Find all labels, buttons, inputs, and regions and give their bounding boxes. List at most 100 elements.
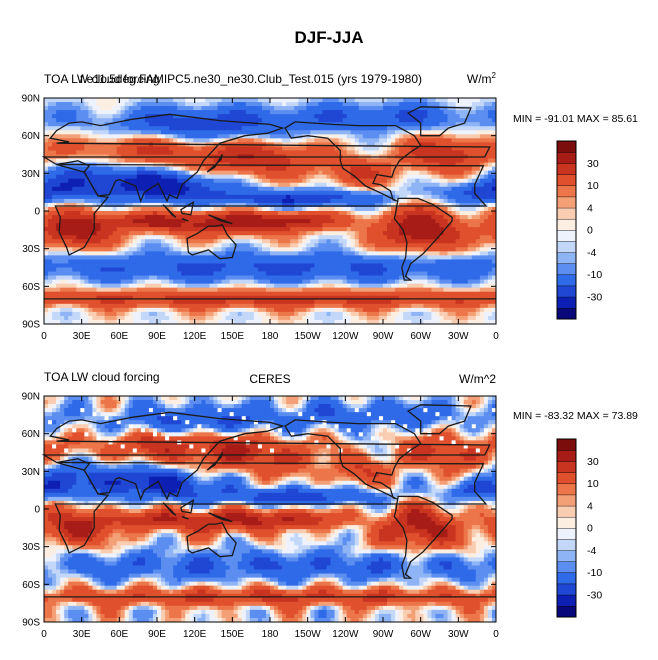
field-cell xyxy=(338,182,344,188)
field-cell xyxy=(152,206,158,212)
field-cell xyxy=(467,194,473,200)
field-cell xyxy=(261,186,267,192)
field-cell xyxy=(491,219,497,224)
field-cell xyxy=(152,130,158,135)
field-cell xyxy=(451,158,457,163)
field-cell xyxy=(463,178,469,184)
field-cell xyxy=(483,190,489,196)
field-cell xyxy=(265,190,271,196)
field-cell xyxy=(354,194,360,200)
field-cell xyxy=(233,255,239,260)
field-cell xyxy=(261,106,267,111)
field-cell xyxy=(88,102,93,107)
field-cell xyxy=(455,215,461,220)
field-cell xyxy=(459,162,465,168)
field-cell xyxy=(326,259,331,264)
field-cell xyxy=(229,198,235,204)
field-cell xyxy=(415,198,420,204)
field-cell xyxy=(286,202,291,208)
field-cell xyxy=(169,138,174,143)
field-cell xyxy=(148,211,154,216)
field-cell xyxy=(92,158,97,163)
field-cell xyxy=(278,275,283,281)
field-cell xyxy=(443,267,448,272)
field-cell xyxy=(387,223,392,228)
field-cell xyxy=(383,166,388,172)
field-cell xyxy=(201,247,206,252)
field-cell xyxy=(366,182,372,188)
field-cell xyxy=(80,110,85,115)
field-cell xyxy=(431,182,436,188)
field-cell xyxy=(72,126,77,131)
field-cell xyxy=(80,170,85,176)
field-cell xyxy=(124,142,130,147)
field-cell xyxy=(399,202,404,208)
field-cell xyxy=(310,122,315,127)
field-cell xyxy=(326,142,331,147)
field-cell xyxy=(84,126,89,131)
field-cell xyxy=(318,142,323,147)
field-cell xyxy=(120,138,126,143)
field-cell xyxy=(237,243,243,248)
field-cell xyxy=(249,271,255,276)
field-cell xyxy=(241,110,247,115)
field-cell xyxy=(157,231,162,236)
field-cell xyxy=(318,255,323,260)
field-cell xyxy=(152,223,158,228)
field-cell xyxy=(387,110,392,115)
field-cell xyxy=(391,178,396,184)
field-cell xyxy=(76,118,81,123)
field-cell xyxy=(334,227,340,232)
field-cell xyxy=(326,206,331,212)
field-cell xyxy=(314,219,319,224)
field-cell xyxy=(213,170,218,176)
field-cell xyxy=(128,118,134,123)
field-cell xyxy=(358,174,364,180)
field-cell xyxy=(257,186,263,192)
field-cell xyxy=(84,231,89,236)
field-cell xyxy=(217,247,222,252)
field-cell xyxy=(165,110,170,115)
field-cell xyxy=(451,138,457,143)
field-cell xyxy=(185,251,190,256)
field-cell xyxy=(185,182,190,188)
field-cell xyxy=(253,178,259,184)
field-cell xyxy=(72,130,77,135)
field-cell xyxy=(314,114,319,119)
field-cell xyxy=(84,150,89,155)
field-cell xyxy=(52,267,57,272)
field-cell xyxy=(265,102,271,107)
field-cell xyxy=(274,271,279,276)
field-cell xyxy=(189,243,194,248)
field-cell xyxy=(80,194,85,200)
field-cell xyxy=(334,178,340,184)
field-cell xyxy=(84,146,89,151)
field-cell xyxy=(205,223,210,228)
field-cell xyxy=(128,194,134,200)
field-cell xyxy=(185,130,190,135)
field-cell xyxy=(411,198,416,204)
field-cell xyxy=(423,271,428,276)
field-cell xyxy=(419,211,424,216)
field-cell xyxy=(290,126,295,131)
field-cell xyxy=(261,239,267,244)
field-cell xyxy=(237,130,243,135)
field-cell xyxy=(56,263,61,268)
field-cell xyxy=(451,134,457,139)
field-cell xyxy=(193,146,198,151)
field-cell xyxy=(128,182,134,188)
field-cell xyxy=(64,275,69,281)
field-cell xyxy=(265,263,271,268)
field-cell xyxy=(185,271,190,276)
field-cell xyxy=(282,158,287,163)
field-cell xyxy=(294,106,299,111)
field-cell xyxy=(338,114,344,119)
field-cell xyxy=(189,158,194,163)
field-cell xyxy=(100,271,105,276)
field-cell xyxy=(479,259,485,264)
field-cell xyxy=(330,251,335,256)
field-cell xyxy=(189,263,194,268)
field-cell xyxy=(318,102,323,107)
field-cell xyxy=(92,255,97,260)
field-cell xyxy=(330,114,335,119)
